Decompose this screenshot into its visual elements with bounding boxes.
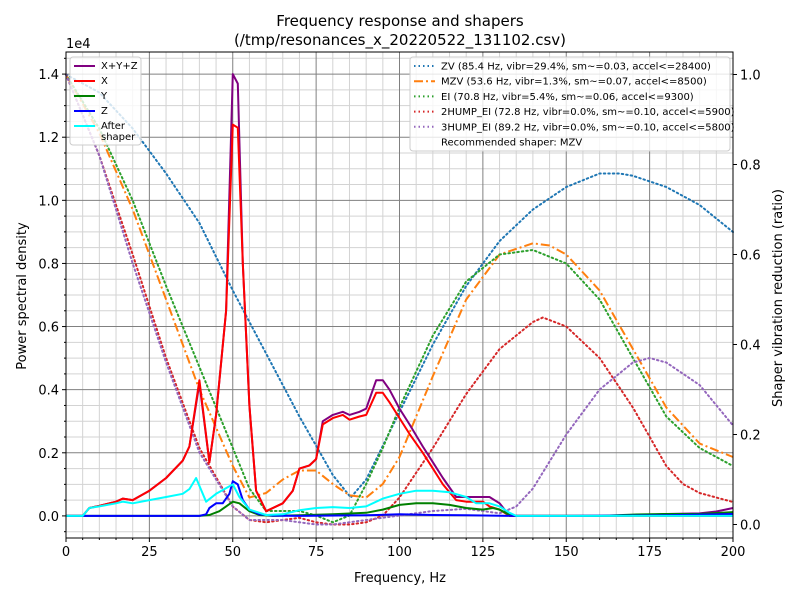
legend-entry-label: Y	[100, 91, 108, 102]
legend-entry-label: Z	[101, 106, 108, 117]
y-tick-label: 0.2	[38, 447, 59, 462]
legend-entry-label: EI (70.8 Hz, vibr=5.4%, sm~=0.06, accel<…	[441, 92, 694, 103]
series-line-3hump-ei	[65, 73, 734, 526]
series-line-ei	[65, 73, 734, 524]
chart-title: Frequency response and shapers	[276, 12, 524, 30]
legend-right: ZV (85.4 Hz, vibr=29.4%, sm~=0.03, accel…	[409, 56, 735, 152]
x-tick-label: 125	[470, 545, 495, 560]
y-axis-ticks: 0.0 0.2 0.4 0.6 0.8 1.0 1.2 1.4	[38, 57, 66, 533]
y-right-tick-label: 0.6	[740, 249, 761, 264]
legend-entry-label: After shaper	[101, 121, 136, 143]
y-right-tick-label: 0.2	[740, 429, 761, 444]
legend-entry-line: X	[101, 76, 108, 87]
series-line-x	[66, 123, 733, 517]
y-tick-label: 0.0	[38, 510, 59, 525]
legend-entry-line: After	[101, 121, 126, 132]
legend-left: X+Y+Z XYZ After shaper	[69, 56, 142, 146]
x-tick-label: 25	[141, 545, 158, 560]
series-line-zv	[65, 73, 734, 499]
series-line-after-shaper	[66, 477, 733, 517]
y-tick-label: 0.6	[38, 321, 59, 336]
legend-entry-label: 3HUMP_EI (89.2 Hz, vibr=0.0%, sm~=0.10, …	[441, 122, 735, 133]
legend-entry-label: X+Y+Z	[101, 61, 138, 72]
legend-entry-label: 2HUMP_EI (72.8 Hz, vibr=0.0%, sm~=0.10, …	[441, 107, 735, 118]
chart-subtitle: (/tmp/resonances_x_20220522_131102.csv)	[234, 31, 566, 50]
legend-right-box	[409, 56, 731, 152]
x-axis-label: Frequency, Hz	[354, 571, 446, 586]
y-axis-label: Power spectral density	[15, 222, 30, 370]
legend-entry-line: Y	[100, 91, 108, 102]
legend-entry-label: MZV (53.6 Hz, vibr=1.3%, sm~=0.07, accel…	[441, 77, 707, 88]
legend-left-box	[69, 56, 142, 146]
x-axis-ticks: 0 25 50 75 100 125 150 175 200	[62, 538, 746, 560]
series-lines	[65, 73, 734, 526]
y-axis-right-label: Shaper vibration reduction (ratio)	[771, 189, 786, 407]
y-axis-right-ticks: 0.0 0.2 0.4 0.6 0.8 1.0	[733, 69, 761, 534]
x-tick-label: 200	[721, 545, 746, 560]
y-tick-label: 1.0	[38, 194, 59, 209]
y-right-tick-label: 0.4	[740, 339, 761, 354]
series-line-mzv	[65, 74, 734, 499]
y-right-tick-label: 0.0	[740, 519, 761, 534]
y-right-tick-label: 1.0	[740, 69, 761, 84]
x-tick-label: 175	[637, 545, 662, 560]
legend-entry-label: X	[101, 76, 108, 87]
legend-entry-label: ZV (85.4 Hz, vibr=29.4%, sm~=0.03, accel…	[441, 62, 711, 73]
x-tick-label: 50	[224, 545, 241, 560]
y-tick-label: 1.2	[38, 131, 59, 146]
y-tick-label: 0.4	[38, 384, 59, 399]
y-offset-text: 1e4	[66, 37, 91, 52]
x-tick-label: 0	[62, 545, 70, 560]
x-tick-label: 75	[308, 545, 325, 560]
x-tick-label: 100	[387, 545, 412, 560]
legend-entry-line: X+Y+Z	[101, 61, 138, 72]
legend-entry-line: Z	[101, 106, 108, 117]
legend-entry-line: shaper	[101, 132, 136, 143]
y-right-tick-label: 0.8	[740, 159, 761, 174]
x-tick-label: 150	[554, 545, 579, 560]
recommended-shaper-note: Recommended shaper: MZV	[441, 138, 582, 149]
y-tick-label: 0.8	[38, 257, 59, 272]
y-tick-label: 1.4	[38, 68, 59, 83]
